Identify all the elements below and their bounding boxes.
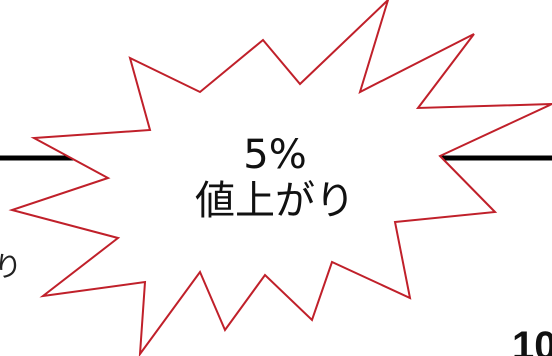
callout-label: 値上がり bbox=[195, 178, 355, 224]
callout-percent: 5% bbox=[243, 132, 307, 178]
left-text-fragment: り bbox=[0, 250, 23, 283]
starburst-shape bbox=[8, 0, 552, 356]
bottom-right-number: 10 bbox=[512, 324, 552, 356]
callout-text: 5% 値上がり bbox=[190, 132, 360, 224]
